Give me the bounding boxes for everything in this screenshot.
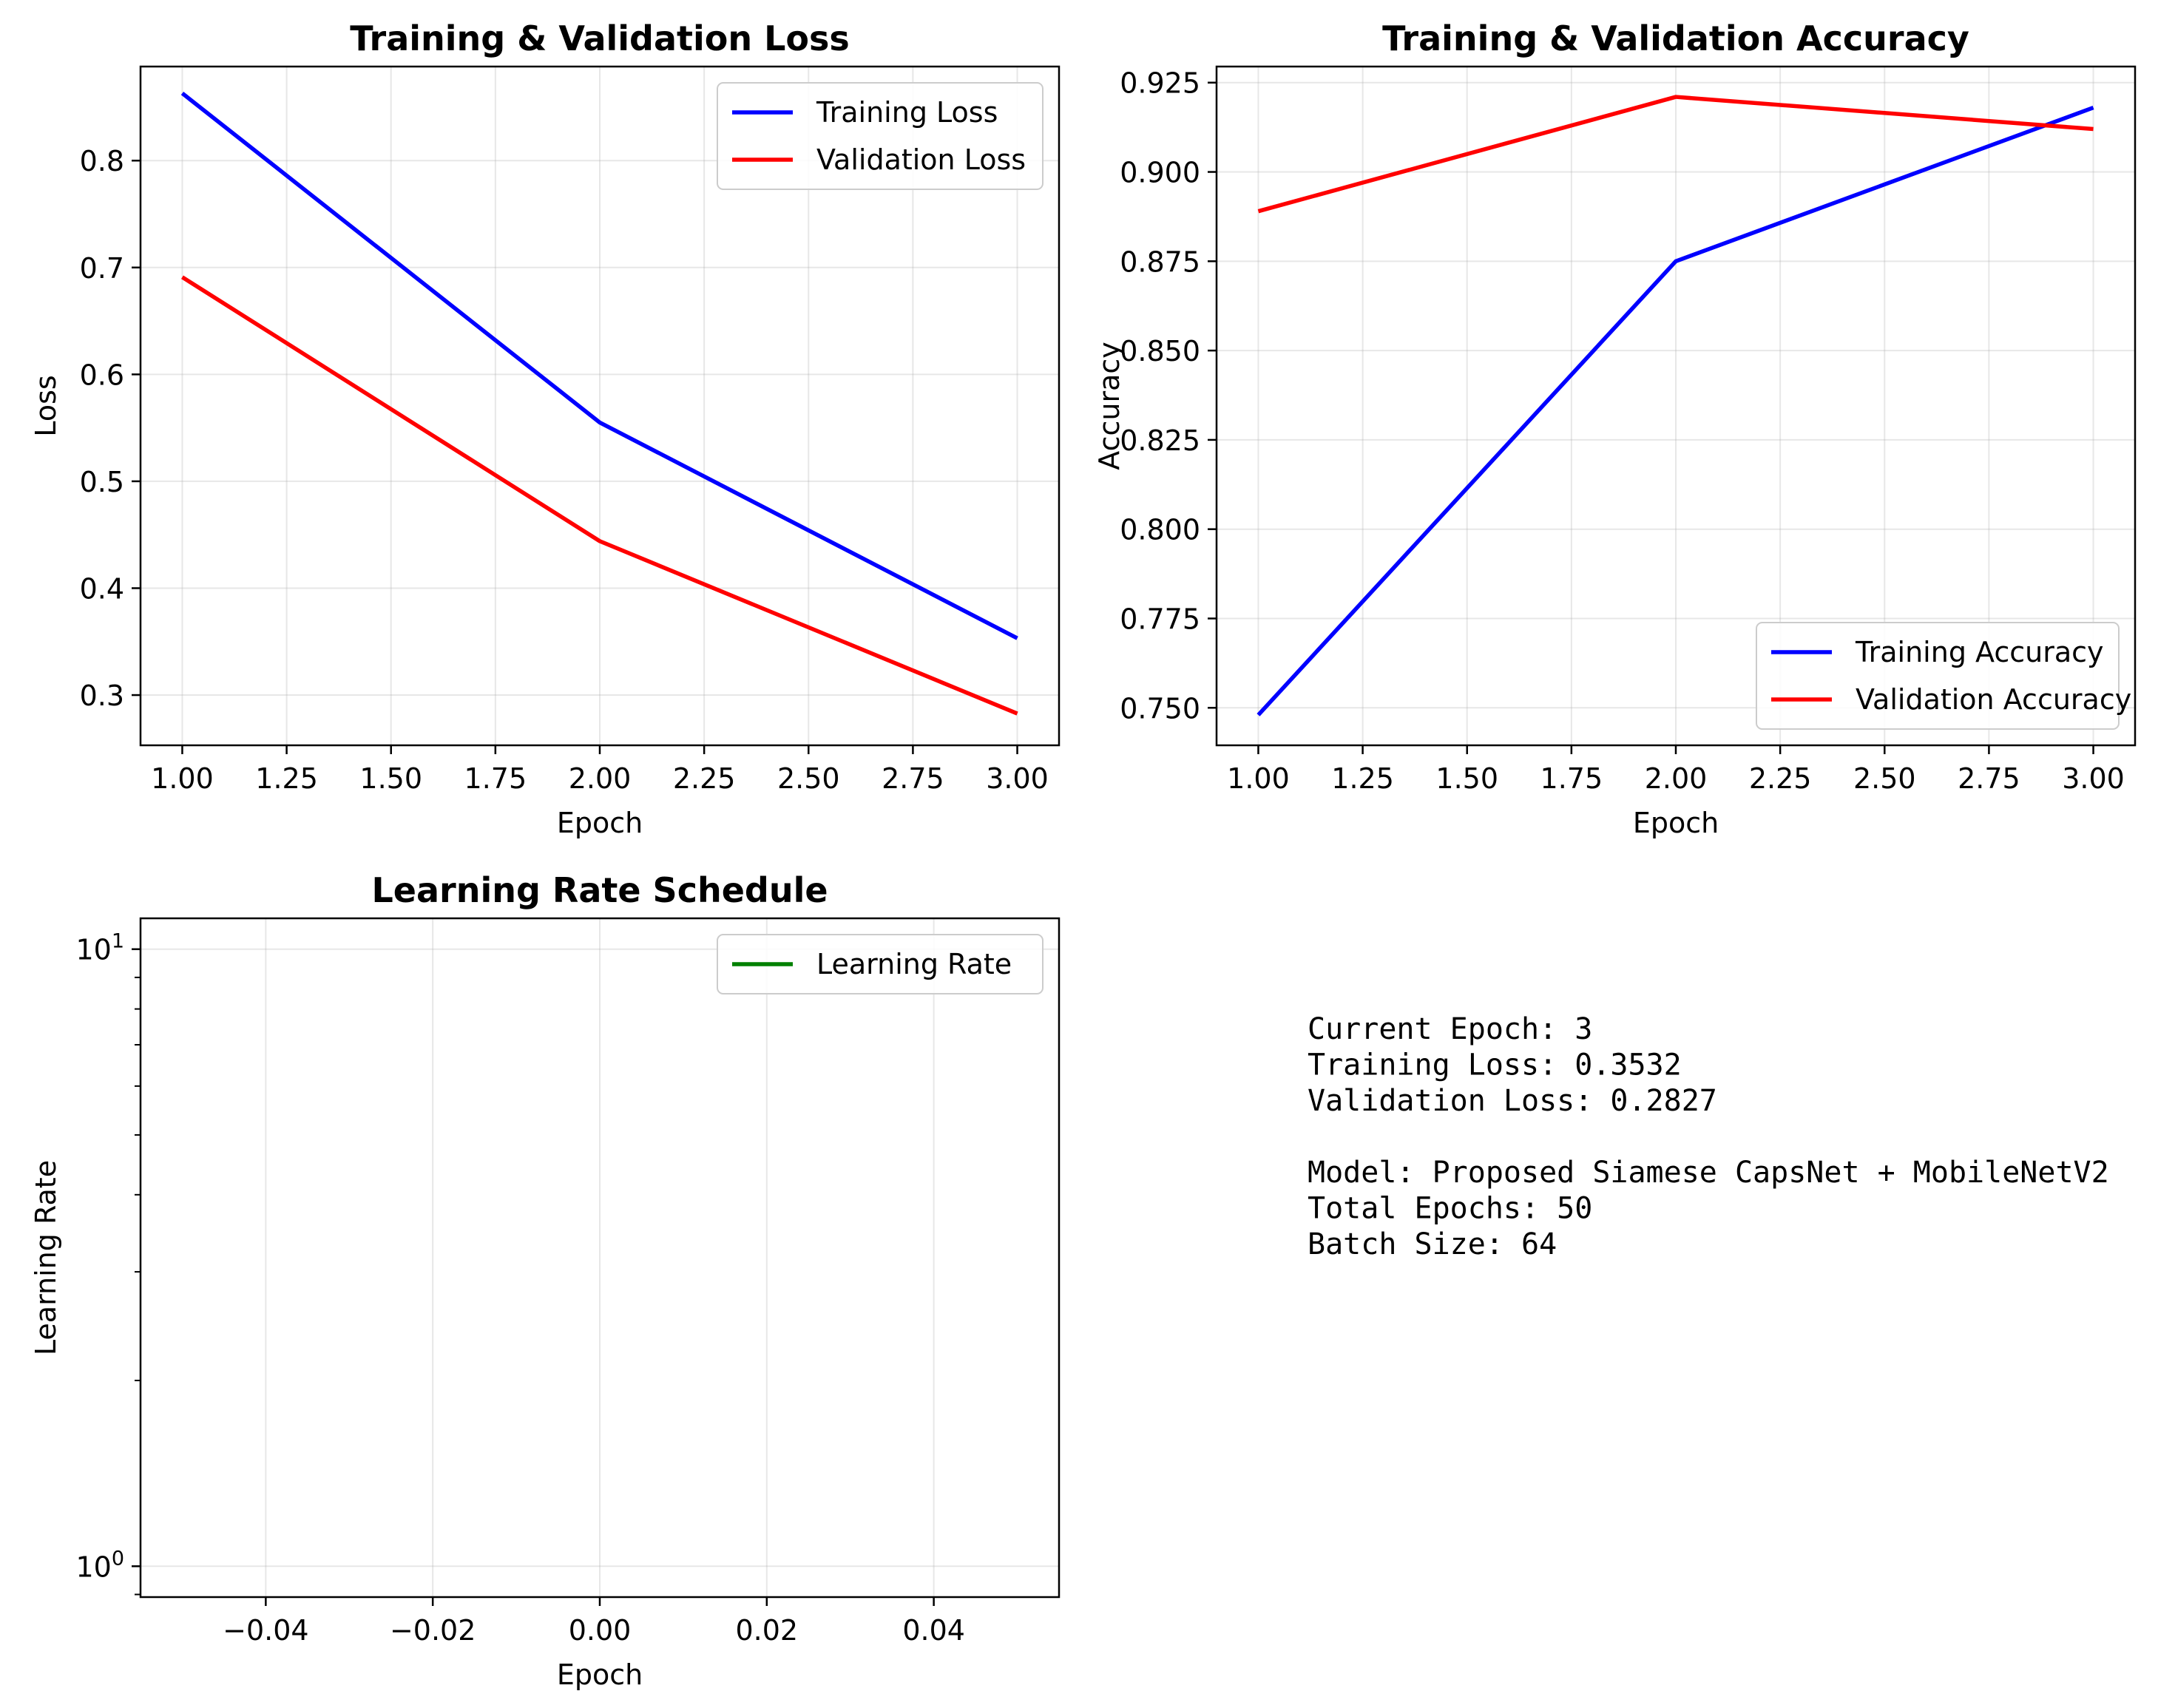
x-tick-label: 1.50 <box>359 762 422 795</box>
x-tick-label: 0.00 <box>569 1614 632 1647</box>
y-tick-label: 100 <box>75 1547 124 1583</box>
legend-label: Validation Loss <box>816 143 1026 176</box>
info-line: Validation Loss: 0.2827 <box>1308 1084 1717 1118</box>
x-tick-label: 1.50 <box>1435 762 1498 795</box>
x-tick-label: 2.25 <box>673 762 736 795</box>
loss-chart: 1.00 1.25 1.50 1.75 2.00 2.25 2.50 2.75 3.00 0.3 0… <box>30 18 1061 839</box>
chart-title: Training & Validation Loss <box>350 18 850 58</box>
x-tick-label: 3.00 <box>986 762 1049 795</box>
x-tick-label: 1.75 <box>1540 762 1603 795</box>
y-tick-label: 0.7 <box>80 252 124 285</box>
legend: Learning Rate <box>717 934 1044 994</box>
series-line-validation-loss <box>180 275 1018 716</box>
x-tick-label: 3.00 <box>2062 762 2125 795</box>
x-tick-label: 0.04 <box>902 1614 965 1647</box>
y-tick-label: 0.3 <box>80 680 124 712</box>
y-tick-label: 0.6 <box>80 359 124 391</box>
info-line: Batch Size: 64 <box>1308 1227 1557 1261</box>
x-tick-label: 1.25 <box>1331 762 1394 795</box>
x-tick-label: 0.02 <box>736 1614 799 1647</box>
x-tick-label: 1.25 <box>255 762 318 795</box>
y-tick-label: 0.850 <box>1120 335 1200 367</box>
y-tick-label: 0.900 <box>1120 157 1200 189</box>
x-tick-label: 2.25 <box>1749 762 1812 795</box>
legend-box <box>717 82 1044 190</box>
info-line: Total Epochs: 50 <box>1308 1192 1592 1226</box>
x-tick-label: 2.75 <box>1958 762 2020 795</box>
info-line: Training Loss: 0.3532 <box>1308 1048 1682 1082</box>
chart-title: Learning Rate Schedule <box>371 870 828 910</box>
x-tick-label: 2.50 <box>777 762 840 795</box>
legend-label: Training Loss <box>816 96 998 129</box>
legend-label: Training Accuracy <box>1855 636 2104 668</box>
x-tick-label: −0.02 <box>390 1614 476 1647</box>
y-tick-label: 101 <box>75 930 124 966</box>
info-line: Model: Proposed Siamese CapsNet + Mobile… <box>1308 1156 2109 1190</box>
y-tick-label-base: 10 <box>75 1551 111 1583</box>
x-tick-label: 2.50 <box>1853 762 1916 795</box>
accuracy-chart: 1.00 1.25 1.50 1.75 2.00 2.25 2.50 2.75 3.00 0.75… <box>1093 18 2137 839</box>
x-tick-label: 2.00 <box>1645 762 1708 795</box>
y-tick-label-exponent: 0 <box>112 1547 124 1570</box>
series-line-training-accuracy <box>1256 105 2094 716</box>
y-axis-label: Learning Rate <box>30 1160 62 1355</box>
y-tick-label: 0.750 <box>1120 692 1200 725</box>
legend: Training Loss Validation Loss <box>717 82 1044 190</box>
legend-label: Learning Rate <box>816 948 1012 980</box>
x-tick-label: 1.75 <box>464 762 527 795</box>
legend-box <box>717 934 1044 994</box>
x-axis-label: Epoch <box>557 807 643 839</box>
y-axis-label: Accuracy <box>1093 342 1126 470</box>
x-axis-label: Epoch <box>1633 807 1719 839</box>
x-axis-label: Epoch <box>557 1658 643 1691</box>
y-tick-label: 0.875 <box>1120 245 1200 278</box>
y-axis-label: Loss <box>30 375 62 436</box>
x-tick-label: −0.04 <box>223 1614 308 1647</box>
x-tick-label: 2.75 <box>882 762 944 795</box>
series-line-validation-accuracy <box>1257 95 2094 214</box>
info-line: Current Epoch: 3 <box>1308 1012 1592 1046</box>
x-tick-label: 1.00 <box>151 762 214 795</box>
y-tick-label: 0.825 <box>1120 424 1200 457</box>
y-tick-label: 0.925 <box>1120 67 1200 100</box>
y-tick-label: 0.800 <box>1120 514 1200 546</box>
legend-label: Validation Accuracy <box>1856 683 2131 716</box>
y-tick-label-exponent: 1 <box>112 930 124 953</box>
y-tick-label: 0.775 <box>1120 603 1200 635</box>
series-line-training-loss <box>180 91 1018 640</box>
legend-box <box>1756 622 2120 730</box>
y-tick-label: 0.5 <box>80 466 124 498</box>
y-tick-label: 0.4 <box>80 572 124 605</box>
x-tick-label: 1.00 <box>1227 762 1290 795</box>
y-tick-label: 0.8 <box>80 145 124 177</box>
legend: Training Accuracy Validation Accuracy <box>1756 622 2131 730</box>
y-tick-label-base: 10 <box>75 934 111 966</box>
chart-title: Training & Validation Accuracy <box>1382 18 1969 58</box>
x-tick-label: 2.00 <box>569 762 632 795</box>
